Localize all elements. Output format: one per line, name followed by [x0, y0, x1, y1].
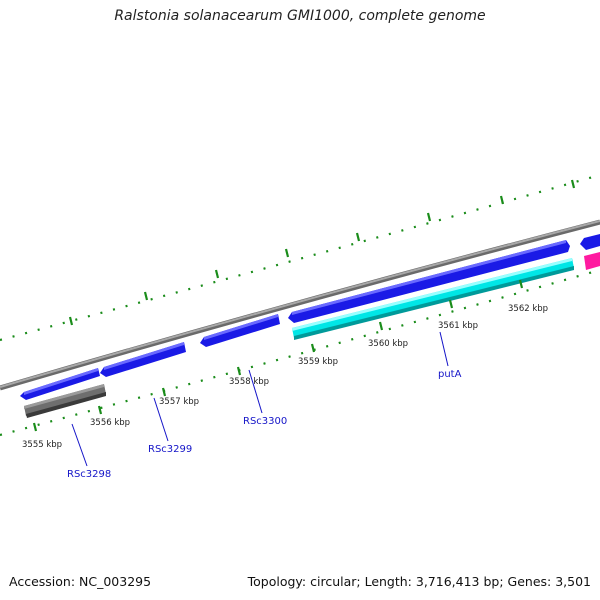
gene-label-rsc3298[interactable]: RSc3298	[67, 469, 111, 480]
tick-label-3560: 3560 kbp	[368, 339, 408, 349]
gene-label-rsc3300[interactable]: RSc3300	[243, 416, 287, 427]
tick-label-3556: 3556 kbp	[90, 418, 130, 428]
tick-label-3558: 3558 kbp	[229, 377, 269, 387]
cds-feature-next-pink[interactable]	[584, 252, 600, 270]
tick-label-3561: 3561 kbp	[438, 321, 478, 331]
accession-footer: Accession: NC_003295	[9, 574, 152, 589]
cds-feature-rsc3298-reverse[interactable]	[24, 384, 106, 418]
genome-summary-footer: Topology: circular; Length: 3,716,413 bp…	[247, 574, 591, 589]
genome-backbone-highlight	[0, 220, 600, 388]
map-title: Ralstonia solanacearum GMI1000, complete…	[114, 8, 486, 24]
gene-label-leaders	[71, 331, 449, 467]
tick-label-3559: 3559 kbp	[298, 357, 338, 367]
inner-dotted-ruler	[0, 268, 600, 437]
gene-label-puta[interactable]: putA	[438, 369, 462, 380]
tick-label-3555: 3555 kbp	[22, 440, 62, 450]
tick-label-3557: 3557 kbp	[159, 397, 199, 407]
tick-label-3562: 3562 kbp	[508, 304, 548, 314]
cds-feature-rsc3298[interactable]	[20, 368, 100, 400]
gene-label-rsc3299[interactable]: RSc3299	[148, 444, 192, 455]
cds-feature-rsc3299[interactable]	[100, 342, 186, 377]
cds-feature-puta[interactable]	[288, 240, 570, 323]
cds-feature-next-forward[interactable]	[580, 234, 600, 250]
outer-ruler-major-ticks	[68, 179, 576, 326]
cds-feature-puta-highlight[interactable]	[292, 258, 574, 340]
cds-feature-rsc3300[interactable]	[200, 314, 280, 347]
scale-major-ticks	[32, 279, 524, 432]
